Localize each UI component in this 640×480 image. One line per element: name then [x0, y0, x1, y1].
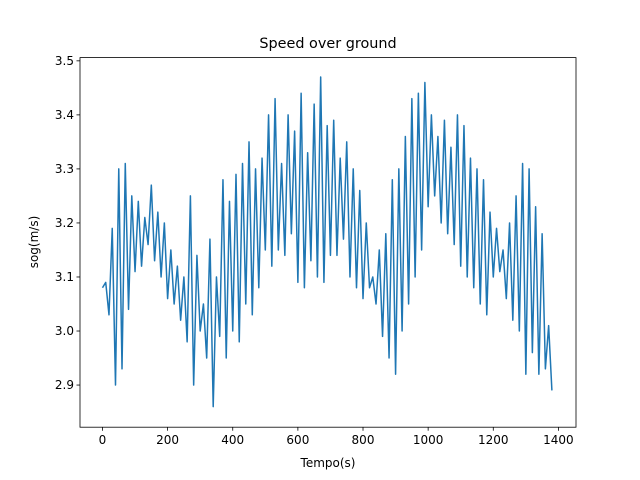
chart-title: Speed over ground — [259, 36, 396, 52]
axes-frame — [79, 57, 577, 428]
y-tick-label: 3.4 — [55, 108, 74, 122]
y-tick-label: 3.3 — [55, 162, 74, 176]
y-tick-label: 2.9 — [55, 378, 74, 392]
x-tick-label: 0 — [99, 433, 107, 447]
x-tick-label: 600 — [286, 433, 309, 447]
y-axis-label: sog(m/s) — [27, 216, 41, 269]
y-tick-label: 3.2 — [55, 216, 74, 230]
y-tick-label: 3.0 — [55, 324, 74, 338]
x-tick-label: 1200 — [478, 433, 509, 447]
x-tick-label: 200 — [156, 433, 179, 447]
y-tick-label: 3.5 — [55, 54, 74, 68]
x-tick-label: 1400 — [543, 433, 574, 447]
plot-area — [101, 76, 553, 408]
x-tick-label: 400 — [221, 433, 244, 447]
data-line — [101, 76, 553, 408]
x-tick-label: 800 — [352, 433, 375, 447]
x-tick-label: 1000 — [413, 433, 444, 447]
x-axis-label: Tempo(s) — [300, 456, 356, 470]
y-tick-label: 3.1 — [55, 270, 74, 284]
